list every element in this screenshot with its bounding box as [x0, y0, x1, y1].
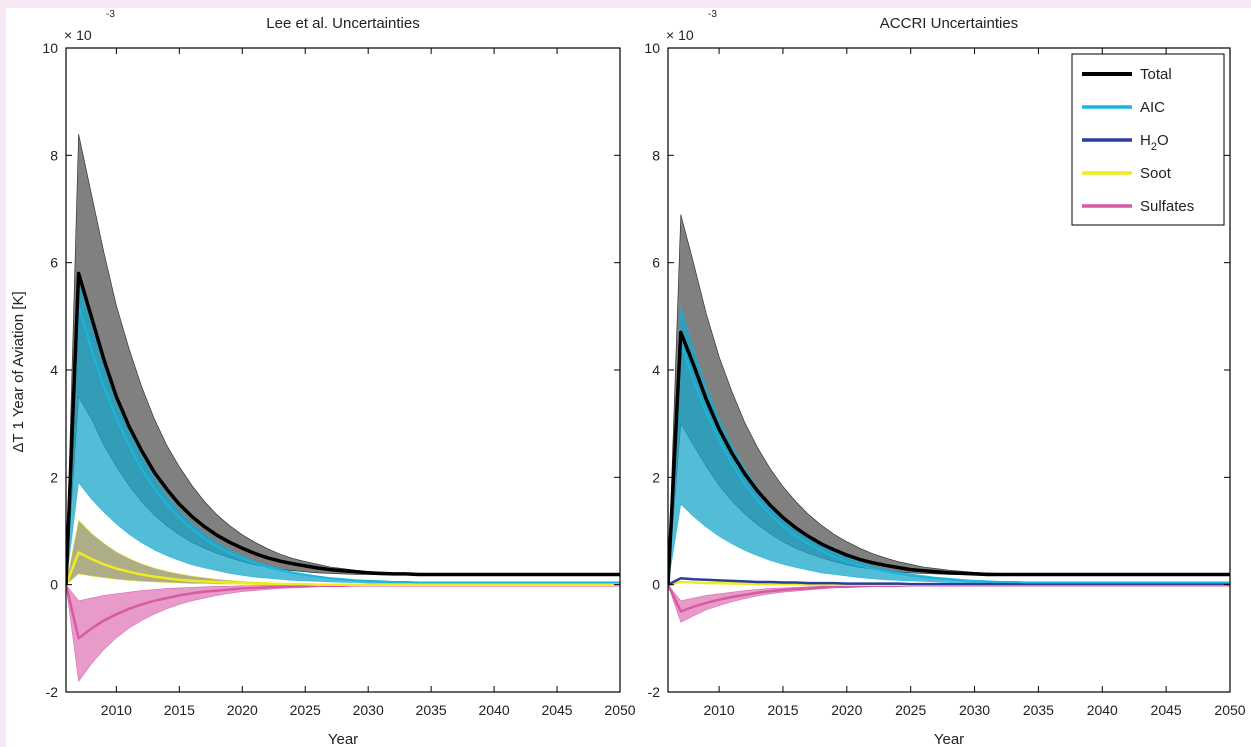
series-line-total — [66, 271, 620, 585]
y-axis-label: ΔT 1 Year of Aviation [K] — [10, 291, 27, 452]
y-tick-label: 2 — [652, 469, 660, 485]
series-line-total — [668, 330, 1230, 585]
y-tick-label: 6 — [652, 255, 660, 271]
x-tick-label: 2050 — [604, 702, 635, 718]
y-tick-label: -2 — [648, 684, 661, 700]
band-aic — [668, 305, 1230, 585]
series-line-soot — [66, 551, 620, 586]
y-tick-label: 8 — [652, 147, 660, 163]
x-tick-label: 2030 — [959, 702, 990, 718]
x-tick-label: 2035 — [1023, 702, 1054, 718]
chart-title: Lee et al. Uncertainties — [266, 15, 419, 32]
y-tick-label: 0 — [652, 577, 660, 593]
legend-label-total: Total — [1140, 66, 1172, 83]
x-tick-label: 2015 — [767, 702, 798, 718]
chart-title: ACCRI Uncertainties — [880, 15, 1018, 32]
y-exponent-label: × 10 — [666, 27, 694, 43]
x-tick-label: 2010 — [101, 702, 132, 718]
x-tick-label: 2020 — [227, 702, 258, 718]
x-tick-label: 2025 — [290, 702, 321, 718]
x-tick-label: 2020 — [831, 702, 862, 718]
series-line-aic — [66, 304, 620, 585]
y-tick-label: 6 — [50, 255, 58, 271]
plot-marks — [66, 133, 620, 683]
x-axis-label: Year — [934, 731, 964, 747]
y-tick-label: 0 — [50, 577, 58, 593]
y-exponent: -3 — [708, 9, 717, 20]
x-tick-label: 2045 — [1151, 702, 1182, 718]
y-tick-label: 10 — [42, 40, 58, 56]
x-axis-label: Year — [328, 731, 358, 747]
series-line-h2o — [668, 576, 1230, 586]
chart-accri-uncertainties: -2 0 2 4 6 8 10 2010 2015 2020 2025 2030 2035 2040 204… — [644, 9, 1245, 747]
x-tick-label: 2025 — [895, 702, 926, 718]
x-tick-label: 2040 — [1087, 702, 1118, 718]
legend-label-h2o: H2O — [1140, 132, 1169, 153]
band-sulfates — [66, 584, 620, 683]
y-tick-label: 8 — [50, 147, 58, 163]
x-tick-label: 2030 — [353, 702, 384, 718]
y-tick-label: 4 — [652, 362, 660, 378]
x-tick-label: 2010 — [704, 702, 735, 718]
legend-label-aic: AIC — [1140, 99, 1165, 116]
x-tick-label: 2015 — [164, 702, 195, 718]
chart-lee-uncertainties: -2 0 2 4 6 8 10 2010 2015 2020 2025 2030 2035 2040 204… — [42, 9, 635, 747]
plot-marks — [668, 214, 1230, 623]
y-tick-label: 4 — [50, 362, 58, 378]
legend-label-sulfates: Sulfates — [1140, 198, 1194, 215]
y-exponent: -3 — [106, 9, 115, 20]
y-tick-label: -2 — [46, 684, 59, 700]
band-aic — [66, 273, 620, 585]
y-tick-label: 10 — [644, 40, 660, 56]
y-exponent-label: × 10 — [64, 27, 92, 43]
x-tick-label: 2045 — [541, 702, 572, 718]
y-tick-label: 2 — [50, 469, 58, 485]
x-tick-label: 2050 — [1214, 702, 1245, 718]
x-tick-label: 2035 — [416, 702, 447, 718]
x-tick-label: 2040 — [479, 702, 510, 718]
series-line-aic — [668, 342, 1230, 585]
legend: Total AIC H2O Soot Sulfates — [1071, 53, 1225, 226]
legend-label-soot: Soot — [1140, 165, 1172, 182]
